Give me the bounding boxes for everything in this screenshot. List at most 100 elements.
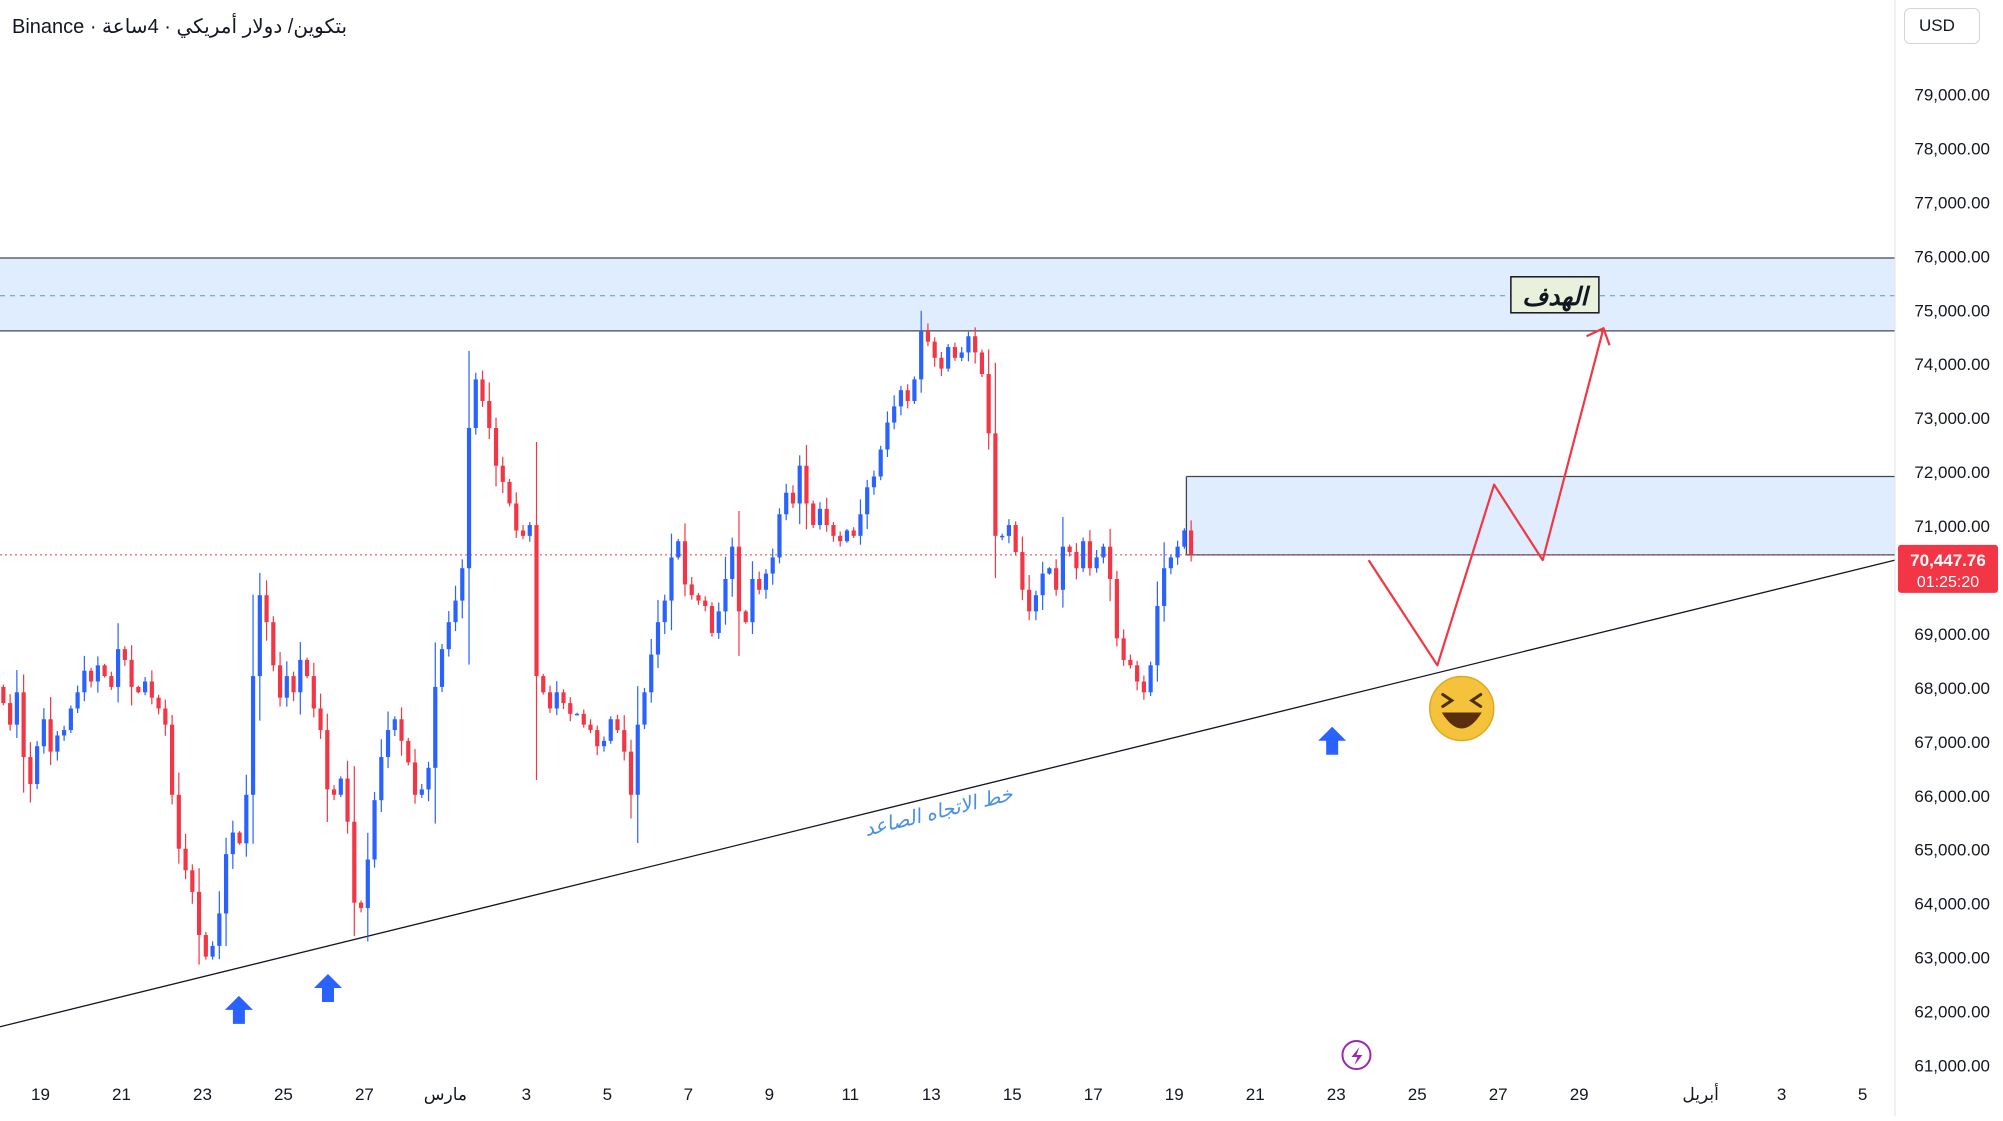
candle: [203, 935, 208, 957]
candle: [831, 525, 836, 536]
candle: [446, 622, 451, 650]
candle: [858, 514, 863, 536]
candle: [871, 476, 877, 488]
candle: [804, 465, 809, 504]
price-tick-label: 74,000.00: [1914, 355, 1990, 374]
candle: [520, 530, 526, 536]
candle: [952, 347, 958, 358]
candle: [304, 659, 310, 677]
uptrend-line: [0, 559, 1896, 1028]
candle: [82, 670, 87, 693]
candle: [190, 870, 195, 892]
time-tick-label: 27: [355, 1085, 374, 1104]
time-tick-label: 7: [684, 1085, 693, 1104]
candle: [116, 649, 121, 687]
emoji-eye-left: [1441, 692, 1455, 708]
candle: [1033, 595, 1038, 612]
time-tick-label: 25: [1408, 1085, 1427, 1104]
candle: [622, 730, 627, 752]
candle: [892, 406, 897, 423]
candle: [703, 600, 708, 606]
candle: [338, 778, 343, 795]
currency-button[interactable]: USD: [1904, 8, 1980, 44]
candle: [905, 390, 910, 401]
time-tick-label: 23: [193, 1085, 212, 1104]
candle: [784, 492, 789, 515]
candle: [561, 692, 566, 704]
price-tick-label: 79,000.00: [1914, 86, 1990, 105]
candle: [230, 832, 235, 855]
candle: [412, 762, 418, 795]
price-tick-label: 73,000.00: [1914, 409, 1990, 428]
candle: [426, 767, 431, 790]
candle: [1067, 546, 1072, 553]
candle: [365, 859, 370, 909]
price-tick-label: 68,000.00: [1914, 679, 1990, 698]
candle: [392, 719, 397, 731]
time-tick-label: 19: [31, 1085, 50, 1104]
candle: [1155, 605, 1160, 666]
candle: [709, 605, 715, 633]
candle: [824, 508, 829, 526]
candle: [109, 676, 114, 687]
candle: [55, 735, 60, 752]
candle: [129, 659, 134, 687]
lightning-icon: [1351, 1047, 1363, 1065]
candle: [898, 390, 904, 407]
candle: [399, 719, 404, 741]
candle: [1094, 557, 1099, 569]
candle: [210, 945, 215, 957]
candle: [1000, 535, 1005, 538]
price-tag: [1898, 544, 1998, 593]
candle: [223, 854, 229, 914]
candle: [757, 579, 762, 590]
candle: [257, 595, 262, 677]
candle: [41, 719, 46, 747]
candle: [1162, 568, 1167, 606]
price-tag-countdown: 01:25:20: [1917, 574, 1979, 591]
candle: [385, 730, 391, 758]
candle: [993, 433, 998, 536]
candle: [284, 676, 289, 698]
candle: [1114, 579, 1119, 639]
candle: [790, 492, 796, 504]
symbol-title: بتكوين/ دولار أمريكي · 4ساعة · Binance: [12, 16, 348, 38]
candle: [331, 789, 337, 795]
candle: [318, 708, 323, 731]
candle: [1141, 681, 1146, 693]
time-tick-label: 3: [1777, 1085, 1786, 1104]
candle: [291, 676, 296, 693]
support-arrow-icon: [224, 995, 253, 1024]
candle: [325, 730, 330, 790]
candle: [973, 336, 978, 353]
candle: [669, 557, 674, 601]
candle: [676, 541, 681, 558]
time-tick-label: 17: [1084, 1085, 1103, 1104]
time-tick-label: 25: [274, 1085, 293, 1104]
candle: [89, 670, 94, 682]
candle: [1128, 659, 1133, 666]
price-tick-label: 64,000.00: [1914, 895, 1990, 914]
candle: [595, 730, 600, 747]
candle: [271, 622, 276, 666]
candle: [601, 740, 607, 747]
candle: [696, 595, 701, 601]
time-tick-label: أبريل: [1682, 1083, 1718, 1104]
candle: [1013, 525, 1018, 553]
price-tick-label: 78,000.00: [1914, 139, 1990, 158]
candle: [277, 665, 283, 698]
candle: [642, 692, 647, 725]
candle: [1054, 568, 1059, 590]
time-tick-label: 5: [1858, 1085, 1867, 1104]
candle: [635, 724, 640, 795]
candle: [460, 568, 465, 601]
candle: [21, 692, 26, 758]
candle: [912, 379, 917, 401]
time-tick-label: 27: [1489, 1085, 1508, 1104]
candle: [770, 557, 775, 574]
candle: [358, 902, 364, 909]
candle: [95, 665, 100, 682]
candle: [925, 330, 931, 342]
